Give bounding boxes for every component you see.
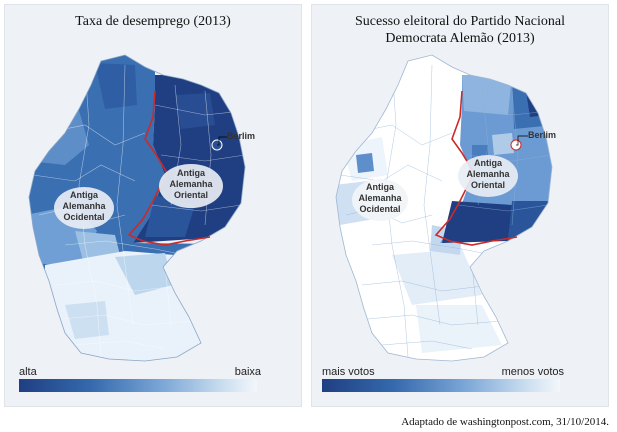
east-region-label: Alemanha xyxy=(169,179,213,189)
inner-german-border xyxy=(434,90,518,246)
west-region-label: Antiga xyxy=(366,182,395,192)
npd-vote-map-panel: Sucesso eleitoral do Partido Nacional De… xyxy=(311,4,609,407)
east-region-label: Alemanha xyxy=(466,169,510,179)
west-region-label: Alemanha xyxy=(62,201,106,211)
east-region-label: Antiga xyxy=(474,158,503,168)
map-title: Sucesso eleitoral do Partido Nacional De… xyxy=(312,13,608,47)
west-region-ellipse xyxy=(54,187,114,229)
map-title-line: Democrata Alemão (2013) xyxy=(385,31,535,46)
east-region-ellipse xyxy=(159,164,223,208)
source-credit: Adaptado de washingtonpost.com, 31/10/20… xyxy=(401,416,609,428)
berlin-label: Berlim xyxy=(227,131,255,141)
legend-low-label: mais votos xyxy=(322,366,375,378)
east-region-ellipse xyxy=(458,155,518,197)
west-region-label: Ocidental xyxy=(359,204,400,214)
germany-npd-vote-map: Berlim Antiga Alemanha Oriental Antiga A… xyxy=(335,54,556,362)
legend-color-bar xyxy=(322,379,560,392)
unemployment-map-panel: Taxa de desemprego (2013) xyxy=(4,4,302,407)
west-region-label: Ocidental xyxy=(63,212,104,222)
west-region-ellipse xyxy=(352,179,408,221)
inner-german-border xyxy=(127,90,211,246)
east-region-label: Oriental xyxy=(174,190,208,200)
legend-low-label: alta xyxy=(19,366,37,378)
west-region-label: Alemanha xyxy=(358,193,402,203)
legend-color-bar xyxy=(19,379,257,392)
map-title-line: Taxa de desemprego (2013) xyxy=(75,14,231,29)
west-region-label: Antiga xyxy=(70,190,99,200)
berlin-label: Berlim xyxy=(528,130,556,140)
germany-unemployment-map: Berlim Antiga Alemanha Oriental Antiga A… xyxy=(28,54,255,362)
legend-high-label: baixa xyxy=(234,366,261,378)
map-title-line: Sucesso eleitoral do Partido Nacional xyxy=(355,14,565,29)
east-region-label: Antiga xyxy=(177,168,206,178)
map-title: Taxa de desemprego (2013) xyxy=(5,13,301,30)
legend-high-label: menos votos xyxy=(501,366,564,378)
east-region-label: Oriental xyxy=(471,180,505,190)
